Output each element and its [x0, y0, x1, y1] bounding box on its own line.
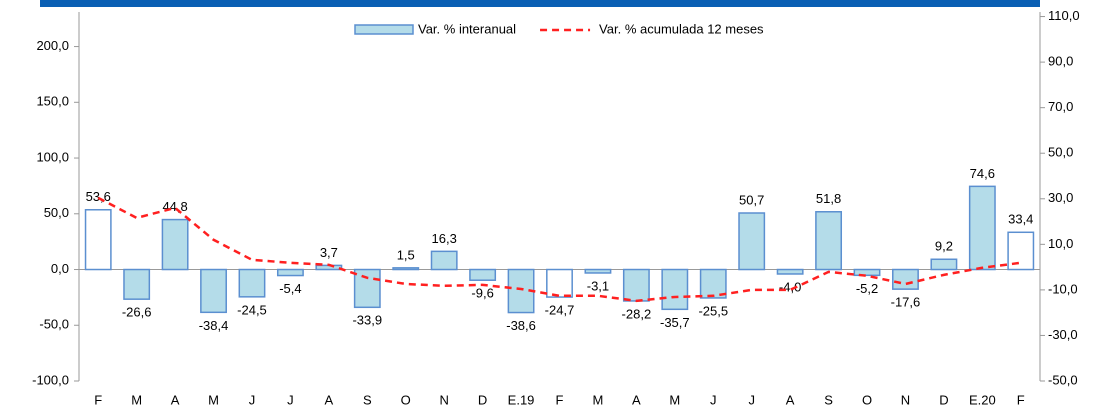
y-tick-label: 200,0 — [36, 38, 69, 53]
y2-tick-label: 10,0 — [1048, 236, 1073, 251]
value-label: -28,2 — [622, 306, 652, 321]
bar — [200, 268, 227, 314]
bar — [892, 268, 919, 290]
value-label: 44,8 — [162, 199, 187, 214]
bar — [469, 268, 497, 281]
y2-tick-label: 70,0 — [1048, 99, 1073, 114]
x-tick-label: E.20 — [969, 392, 996, 407]
y-tick-label: 0,0 — [51, 261, 69, 276]
bar — [815, 211, 843, 271]
x-tick-label: S — [824, 392, 833, 407]
value-label: -4,0 — [779, 279, 801, 294]
x-tick-label: A — [632, 392, 641, 407]
x-tick-label: M — [593, 392, 604, 407]
value-label: -17,6 — [891, 295, 921, 310]
legend-label: Var. % acumulada 12 meses — [599, 21, 764, 36]
value-label: -38,4 — [199, 318, 229, 333]
y2-tick-label: 90,0 — [1048, 54, 1073, 69]
x-tick-label: O — [401, 392, 411, 407]
value-label: 9,2 — [935, 239, 953, 254]
value-label: -9,6 — [471, 286, 493, 301]
value-label: -26,6 — [122, 305, 152, 320]
bar — [738, 212, 766, 271]
x-tick-label: D — [478, 392, 487, 407]
value-label: 33,4 — [1008, 212, 1033, 227]
x-tick-label: D — [939, 392, 948, 407]
value-label: 1,5 — [397, 247, 415, 262]
bar — [238, 268, 266, 298]
value-label: -5,4 — [279, 281, 301, 296]
x-tick-label: M — [669, 392, 680, 407]
bar — [123, 268, 151, 300]
y-tick-label: -50,0 — [39, 317, 69, 332]
value-label: 50,7 — [739, 192, 764, 207]
x-tick-label: N — [901, 392, 910, 407]
x-tick-label: A — [171, 392, 180, 407]
header-strip — [40, 0, 1040, 7]
x-tick-label: F — [556, 392, 564, 407]
x-tick-label: F — [94, 392, 102, 407]
x-tick-label: J — [249, 392, 256, 407]
x-tick-label: E.19 — [508, 392, 535, 407]
value-label: -25,5 — [698, 303, 728, 318]
value-label: -24,7 — [545, 302, 575, 317]
bar — [276, 268, 304, 277]
legend-swatch — [354, 24, 414, 35]
value-label: 74,6 — [970, 166, 995, 181]
bar — [430, 250, 458, 271]
y-tick-label: 50,0 — [44, 205, 69, 220]
x-tick-label: A — [325, 392, 334, 407]
x-tick-label: J — [287, 392, 294, 407]
bar — [1007, 231, 1035, 271]
bar — [584, 268, 612, 274]
x-tick-label: O — [862, 392, 872, 407]
bar — [392, 267, 420, 271]
value-label: -24,5 — [237, 302, 267, 317]
value-label: -33,9 — [352, 313, 382, 328]
value-label: -3,1 — [587, 278, 609, 293]
x-tick-label: A — [786, 392, 795, 407]
bar — [930, 258, 958, 271]
x-tick-label: M — [131, 392, 142, 407]
value-label: 51,8 — [816, 191, 841, 206]
legend-label: Var. % interanual — [418, 21, 516, 36]
y-tick-label: -100,0 — [32, 372, 69, 387]
x-tick-label: M — [208, 392, 219, 407]
y2-tick-label: -30,0 — [1048, 327, 1078, 342]
x-tick-label: J — [748, 392, 755, 407]
value-label: 3,7 — [320, 245, 338, 260]
bar — [622, 268, 650, 302]
y2-tick-label: 110,0 — [1048, 8, 1080, 23]
bar — [776, 268, 804, 275]
y2-tick-label: -50,0 — [1048, 372, 1078, 387]
bar — [353, 268, 381, 309]
bar — [161, 218, 189, 271]
x-tick-label: S — [363, 392, 372, 407]
value-label: 16,3 — [432, 231, 457, 246]
y2-tick-label: 30,0 — [1048, 190, 1073, 205]
bar — [661, 268, 689, 311]
bar — [84, 209, 112, 271]
bar — [853, 268, 881, 277]
bar — [968, 185, 996, 271]
x-tick-label: J — [710, 392, 717, 407]
y-tick-label: 100,0 — [36, 149, 69, 164]
x-tick-label: F — [1017, 392, 1025, 407]
y2-tick-label: -10,0 — [1048, 281, 1078, 296]
x-tick-label: N — [439, 392, 448, 407]
bar — [546, 268, 573, 298]
y2-tick-label: 50,0 — [1048, 145, 1073, 160]
value-label: 53,6 — [86, 189, 111, 204]
value-label: -35,7 — [660, 315, 690, 330]
y-tick-label: 150,0 — [36, 94, 69, 109]
value-label: -38,6 — [506, 318, 536, 333]
bar — [699, 268, 727, 299]
value-label: -5,2 — [856, 281, 878, 296]
